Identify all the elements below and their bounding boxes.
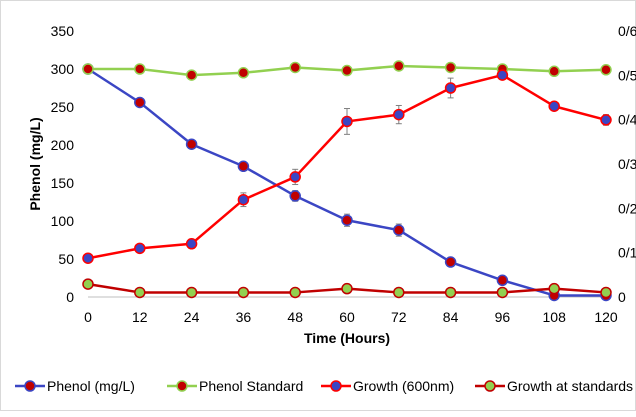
data-point xyxy=(496,286,509,299)
legend-label: Phenol Standard xyxy=(199,378,303,394)
data-point xyxy=(444,286,457,299)
data-point xyxy=(496,274,509,287)
data-point xyxy=(600,114,612,126)
legend-item: Phenol Standard xyxy=(167,378,303,394)
x-tick-label: 48 xyxy=(287,309,303,325)
y2-tick-label: 0 xyxy=(618,289,626,305)
data-point xyxy=(82,63,94,75)
data-point xyxy=(341,214,353,226)
series-2 xyxy=(82,69,612,264)
data-point xyxy=(548,100,560,112)
series-1 xyxy=(82,60,612,81)
data-point xyxy=(134,63,146,75)
data-point xyxy=(237,67,250,79)
y-tick-label: 200 xyxy=(51,137,75,153)
legend-label: Phenol (mg/L) xyxy=(47,378,135,394)
data-point xyxy=(393,286,405,299)
legend-marker xyxy=(484,380,496,392)
axes: 0 50 100 150 200 250 300 350 0 0/1 0/2 0/3 0/4 0/5 0/6… xyxy=(51,23,636,325)
data-point xyxy=(548,282,560,295)
legend: Phenol (mg/L) Phenol Standard Growth (600n… xyxy=(15,378,633,394)
y2-tick-label: 0/4 xyxy=(618,112,636,128)
data-point xyxy=(444,256,457,268)
y-tick-label: 150 xyxy=(51,175,75,191)
y-tick-label: 100 xyxy=(51,213,75,229)
y-tick-label: 350 xyxy=(51,23,75,39)
data-point xyxy=(289,286,301,299)
data-point xyxy=(185,238,198,250)
data-point xyxy=(237,193,250,206)
legend-item: Growth at standards xyxy=(475,378,633,394)
x-tick-label: 60 xyxy=(339,309,355,325)
x-tick-label: 0 xyxy=(84,309,92,325)
y-tick-label: 250 xyxy=(51,99,75,115)
x-tick-label: 72 xyxy=(391,309,407,325)
data-point xyxy=(600,286,612,299)
legend-marker xyxy=(330,380,342,392)
data-point xyxy=(134,286,146,299)
data-point xyxy=(393,224,405,236)
y-tick-label: 0 xyxy=(66,289,74,305)
data-point xyxy=(185,286,198,299)
x-tick-label: 12 xyxy=(132,309,148,325)
data-point xyxy=(237,286,250,299)
y2-tick-label: 0/5 xyxy=(618,67,636,83)
data-point xyxy=(289,171,301,183)
data-point xyxy=(548,65,560,78)
data-point xyxy=(134,96,146,109)
legend-marker xyxy=(176,380,188,392)
data-point xyxy=(237,160,250,173)
data-point xyxy=(444,61,457,74)
data-point xyxy=(444,82,457,94)
series-line xyxy=(87,73,607,260)
series-layer xyxy=(82,60,612,302)
x-tick-label: 84 xyxy=(443,309,459,325)
data-point xyxy=(341,64,353,77)
y2-tick-label: 0/1 xyxy=(618,245,636,261)
x-tick-label: 108 xyxy=(543,309,567,325)
x-tick-label: 120 xyxy=(594,309,618,325)
data-point xyxy=(289,190,301,202)
series-line xyxy=(87,67,606,297)
x-tick-label: 36 xyxy=(236,309,252,325)
y-tick-label: 300 xyxy=(51,61,75,77)
x-axis-title: Time (Hours) xyxy=(304,330,390,346)
x-tick-label: 24 xyxy=(184,309,200,325)
series-3 xyxy=(82,278,612,299)
legend-label: Growth (600nm) xyxy=(353,378,454,394)
data-point xyxy=(185,138,198,150)
data-point xyxy=(496,69,509,81)
data-point xyxy=(82,252,94,264)
y-axis-title: Phenol (mg/L) xyxy=(27,117,43,210)
x-tick-label: 96 xyxy=(495,309,511,325)
y2-tick-label: 0/6 xyxy=(618,23,636,39)
data-point xyxy=(341,115,353,128)
y-tick-label: 50 xyxy=(58,251,74,267)
data-point xyxy=(393,108,405,121)
data-point xyxy=(341,282,353,295)
legend-label: Growth at standards xyxy=(507,378,633,394)
data-point xyxy=(134,242,146,255)
data-point xyxy=(82,278,94,290)
legend-marker xyxy=(24,380,36,392)
data-point xyxy=(185,69,198,81)
data-point xyxy=(600,64,612,76)
y2-tick-label: 0/3 xyxy=(618,156,636,172)
y2-tick-label: 0/2 xyxy=(618,200,636,216)
legend-item: Growth (600nm) xyxy=(321,378,454,394)
data-point xyxy=(393,60,405,72)
data-point xyxy=(289,61,301,74)
legend-item: Phenol (mg/L) xyxy=(15,378,135,394)
series-0 xyxy=(82,63,612,302)
